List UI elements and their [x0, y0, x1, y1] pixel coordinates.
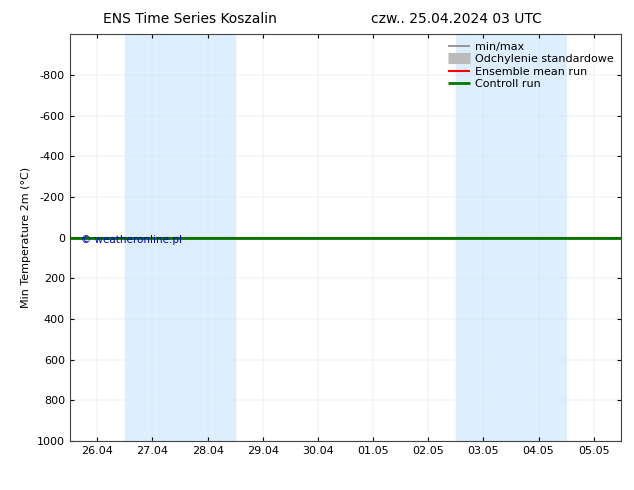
Text: ENS Time Series Koszalin: ENS Time Series Koszalin — [103, 12, 277, 26]
Bar — [125, 34, 235, 441]
Text: czw.. 25.04.2024 03 UTC: czw.. 25.04.2024 03 UTC — [371, 12, 542, 26]
Legend: min/max, Odchylenie standardowe, Ensemble mean run, Controll run: min/max, Odchylenie standardowe, Ensembl… — [444, 38, 618, 93]
Bar — [456, 34, 566, 441]
Y-axis label: Min Temperature 2m (°C): Min Temperature 2m (°C) — [22, 167, 31, 308]
Text: © weatheronline.pl: © weatheronline.pl — [81, 235, 182, 245]
